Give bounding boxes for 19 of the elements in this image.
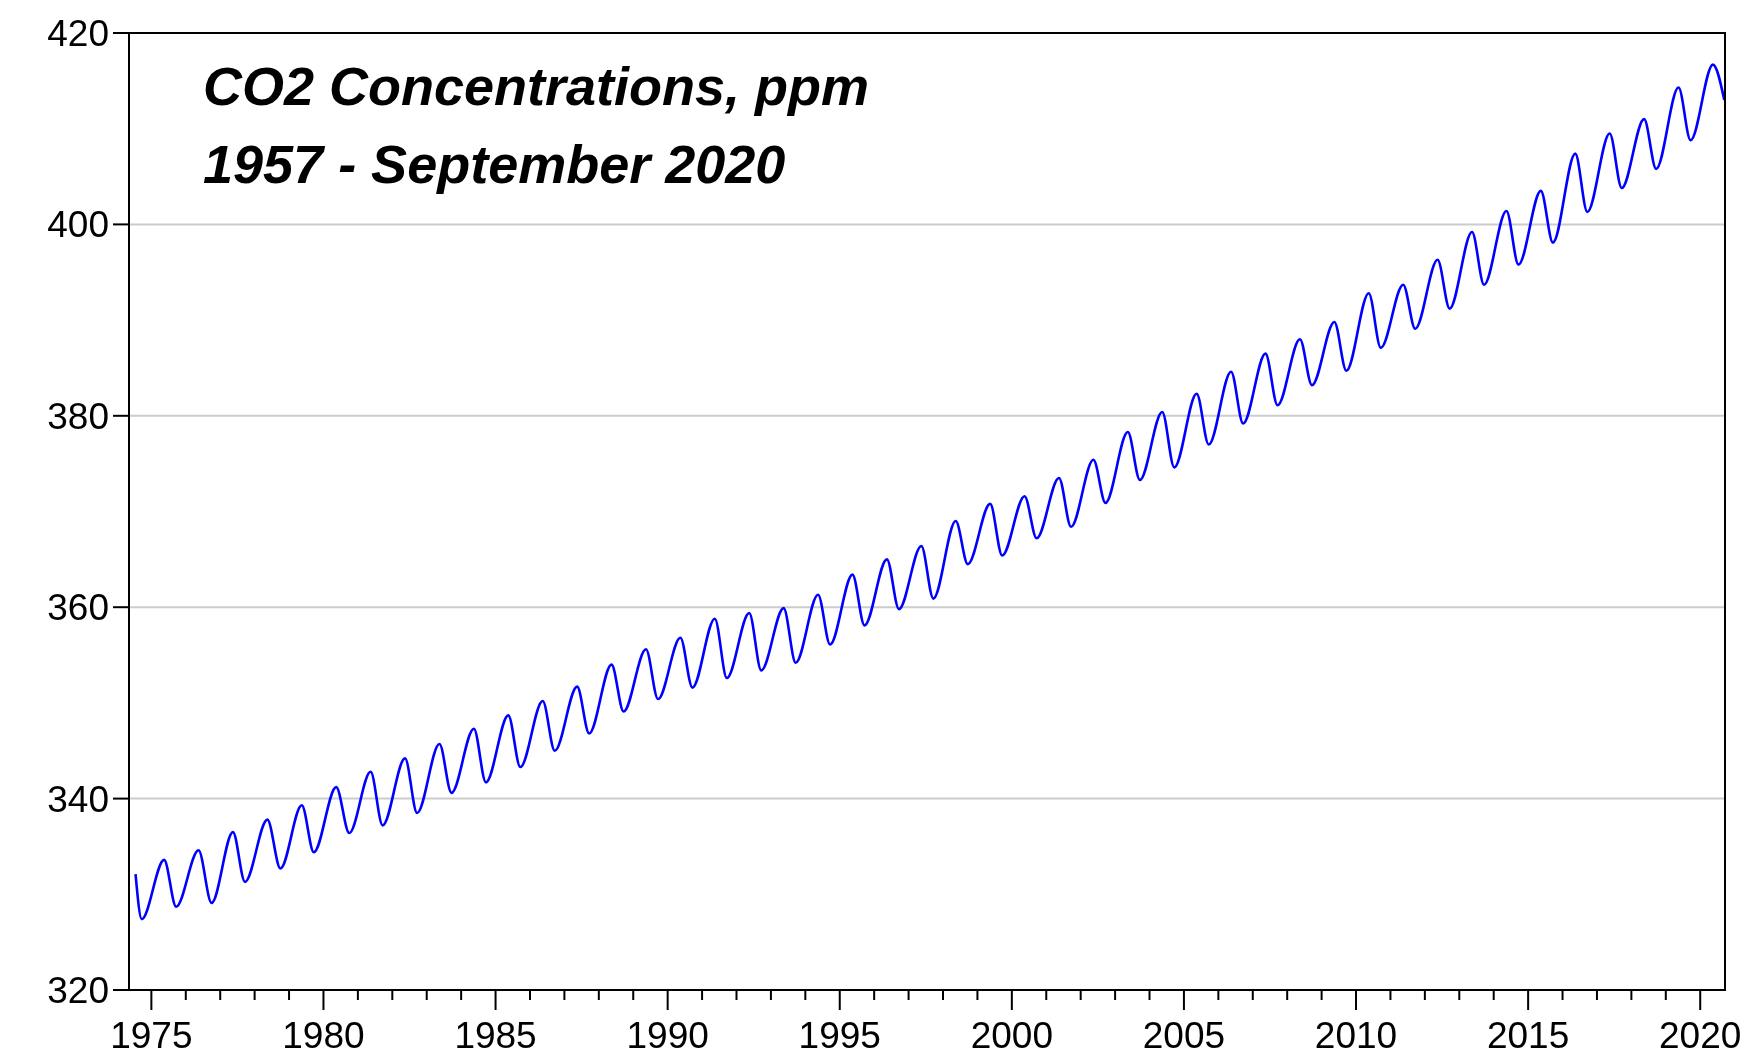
- x-tick-label: 1990: [626, 1015, 709, 1056]
- x-tick-label: 2005: [1142, 1015, 1226, 1056]
- x-tick-label: 1980: [282, 1015, 365, 1056]
- x-tick-label: 1985: [454, 1015, 537, 1056]
- y-tick-label: 380: [47, 395, 109, 437]
- x-tick-label: 1975: [110, 1015, 193, 1056]
- y-tick-label: 420: [47, 12, 109, 54]
- text: 1957 - September 2020: [203, 134, 786, 194]
- x-tick-label: 1995: [798, 1015, 881, 1056]
- line-series: [134, 63, 1726, 921]
- x-tick-label: 2015: [1486, 1015, 1570, 1056]
- x-tick-label: 2000: [970, 1015, 1053, 1056]
- x-tick-label: 2010: [1314, 1015, 1398, 1056]
- chart-title: CO2 Concentrations, ppm: [203, 56, 870, 116]
- y-tick-label: 400: [47, 204, 109, 246]
- y-tick-label: 360: [47, 587, 109, 629]
- x-tick-label: 2020: [1659, 1015, 1742, 1056]
- y-tick-label: 320: [47, 969, 109, 1011]
- y-tick-label: 340: [47, 778, 109, 820]
